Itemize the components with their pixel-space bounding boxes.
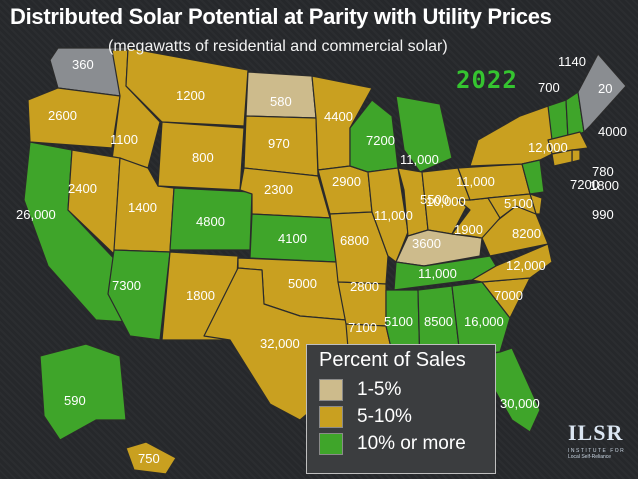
state-label-wy: 800 [192, 150, 214, 165]
state-label-va: 8200 [512, 226, 541, 241]
legend-label-low: 1-5% [357, 378, 402, 400]
state-mi [395, 95, 453, 173]
state-label-nc: 12,000 [506, 258, 546, 273]
state-me [577, 53, 627, 133]
state-label-mo: 6800 [340, 233, 369, 248]
state-label-nh: 1140 [558, 54, 586, 69]
state-oh [421, 167, 471, 235]
state-label-de: 990 [592, 207, 614, 222]
legend-item-high: 10% or more [319, 430, 487, 457]
state-label-pa: 11,000 [456, 174, 495, 189]
state-label-ri: 780 [592, 164, 614, 179]
state-label-tn: 11,000 [418, 266, 457, 281]
legend-label-high: 10% or more [357, 432, 466, 454]
state-label-in: 5500 [420, 192, 449, 207]
state-mt [125, 47, 249, 127]
legend: Percent of Sales 1-5% 5-10% 10% or more [306, 344, 496, 474]
state-label-or: 2600 [48, 108, 77, 123]
state-label-fl: 30,000 [500, 396, 540, 411]
state-label-la: 7100 [348, 320, 377, 335]
state-label-mi: 11,000 [400, 152, 439, 167]
state-or [27, 87, 121, 149]
state-label-id: 1100 [110, 132, 138, 147]
state-label-nj: 7200 [570, 177, 599, 192]
logo-main-text: ILSR [568, 420, 624, 445]
state-label-nd: 580 [270, 94, 292, 109]
state-hi [125, 441, 177, 475]
state-label-ma: 4000 [598, 124, 627, 139]
state-label-ne: 2300 [264, 182, 293, 197]
state-label-al: 8500 [424, 314, 453, 329]
state-label-ca: 26,000 [16, 207, 56, 222]
state-nc [471, 243, 553, 283]
state-label-ky: 3600 [412, 236, 441, 251]
state-label-mn: 4400 [324, 109, 353, 124]
state-ma [547, 131, 589, 155]
state-md [487, 193, 537, 219]
state-label-mt: 1200 [176, 88, 205, 103]
logo-sub2-text: Local Self-Reliance [568, 454, 612, 460]
state-label-tx: 32,000 [260, 336, 300, 351]
year-label: 2022 [456, 66, 518, 94]
state-ri [571, 149, 581, 163]
state-ny [469, 105, 561, 167]
state-label-sd: 970 [268, 136, 290, 151]
state-label-co: 4800 [196, 214, 225, 229]
state-ct [551, 149, 573, 167]
state-ak [39, 343, 127, 441]
state-label-ks: 4100 [278, 231, 307, 246]
state-label-ms: 5100 [384, 314, 413, 329]
state-label-wi: 7200 [366, 133, 395, 148]
state-label-md: 5100 [504, 196, 533, 211]
state-label-hi: 750 [138, 451, 160, 466]
legend-item-low: 1-5% [319, 376, 487, 403]
map-subtitle: (megawatts of residential and commercial… [108, 38, 448, 55]
state-vt [547, 99, 569, 141]
state-label-ak: 590 [64, 393, 86, 408]
map-title: Distributed Solar Potential at Parity wi… [10, 4, 552, 29]
state-label-nm: 1800 [186, 288, 215, 303]
state-label-ia: 2900 [332, 174, 361, 189]
state-nj [521, 159, 545, 195]
state-label-wv: 1900 [454, 222, 483, 237]
state-label-ny: 12,000 [528, 140, 568, 155]
logo-sub-text: INSTITUTE FOR [568, 448, 626, 454]
state-label-sc: 7000 [494, 288, 523, 303]
state-label-ga: 16,000 [464, 314, 504, 329]
state-label-nv: 2400 [68, 181, 97, 196]
legend-item-mid: 5-10% [319, 403, 487, 430]
state-label-ar: 2800 [350, 279, 379, 294]
legend-swatch-mid [319, 405, 343, 428]
state-label-vt: 700 [538, 80, 560, 95]
ilsr-logo: ILSR INSTITUTE FOR Local Self-Reliance [568, 420, 636, 476]
state-label-wa: 360 [72, 57, 94, 72]
state-az [107, 249, 171, 341]
legend-title: Percent of Sales [319, 349, 466, 371]
state-label-ut: 1400 [128, 200, 157, 215]
state-label-az: 7300 [112, 278, 141, 293]
legend-swatch-high [319, 432, 343, 455]
legend-label-mid: 5-10% [357, 405, 412, 427]
state-label-oh: 10,000 [426, 194, 466, 209]
state-label-ok: 5000 [288, 276, 317, 291]
legend-swatch-low [319, 378, 343, 401]
state-label-ct: 1800 [590, 178, 619, 193]
state-label-me: 20 [598, 81, 612, 96]
state-label-il: 11,000 [374, 208, 413, 223]
